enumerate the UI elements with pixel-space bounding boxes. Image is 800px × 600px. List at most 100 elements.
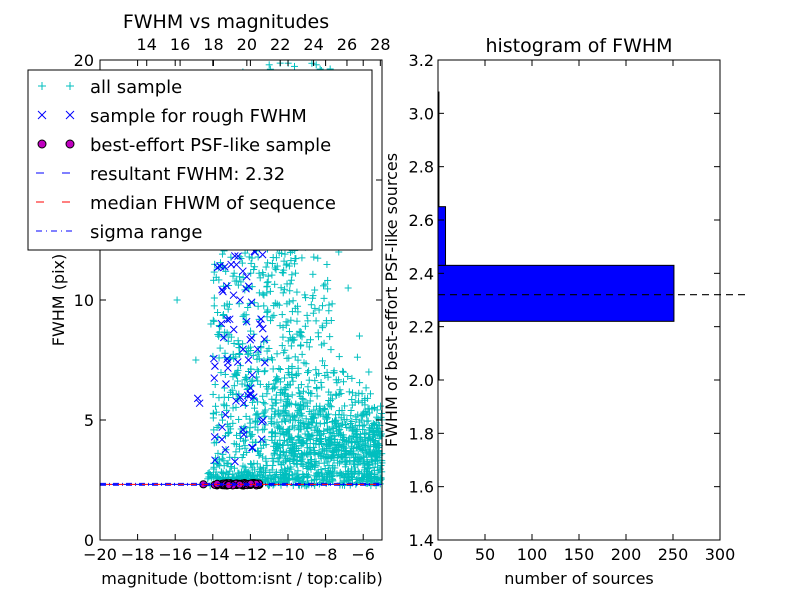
hist-y-tick-label: 2.2: [409, 318, 434, 337]
histogram-y-label: FWHM of best-effort PSF-like sources: [382, 153, 401, 447]
all-sample-point: [318, 469, 326, 477]
rough-sample-point: [257, 315, 265, 323]
all-sample-point: [294, 408, 302, 416]
all-sample-point: [259, 398, 267, 406]
all-sample-point: [229, 404, 237, 412]
all-sample-point: [204, 470, 212, 478]
all-sample-point: [280, 390, 288, 398]
x-tick-label: −16: [158, 545, 192, 564]
all-sample-point: [255, 451, 263, 459]
all-sample-point: [315, 432, 323, 440]
all-sample-point: [374, 441, 382, 449]
all-sample-point: [297, 341, 305, 349]
all-sample-point: [263, 347, 271, 355]
all-sample-point: [353, 455, 361, 463]
all-sample-point: [348, 374, 356, 382]
all-sample-point: [292, 475, 300, 483]
all-sample-point: [293, 288, 301, 296]
all-sample-point: [220, 402, 228, 410]
all-sample-point: [304, 317, 312, 325]
all-sample-point: [314, 426, 322, 434]
all-sample-point: [333, 470, 341, 478]
all-sample-point: [316, 402, 324, 410]
rough-sample-point: [242, 317, 251, 326]
all-sample-point: [280, 436, 288, 444]
all-sample-point: [239, 340, 247, 348]
all-sample-point: [325, 397, 333, 405]
all-sample-point: [292, 269, 300, 277]
all-sample-point: [291, 353, 299, 361]
all-sample-point: [236, 435, 244, 443]
all-sample-point: [286, 287, 294, 295]
rough-sample-point: [218, 423, 227, 432]
all-sample-point: [268, 271, 276, 279]
all-sample-point: [281, 457, 289, 465]
legend-frame: [27, 69, 373, 251]
all-sample-point: [336, 440, 344, 448]
all-sample-point: [302, 360, 310, 368]
all-sample-point: [280, 266, 288, 274]
hist-y-tick-label: 3.0: [409, 104, 434, 123]
histogram-x-label: number of sources: [504, 569, 654, 588]
rough-sample-point: [229, 325, 238, 334]
rough-sample-point: [244, 356, 253, 364]
all-sample-point: [224, 305, 232, 313]
all-sample-point: [285, 298, 293, 306]
all-sample-point: [339, 378, 347, 386]
legend-label-resultant: resultant FWHM: 2.32: [90, 164, 285, 185]
all-sample-point: [371, 430, 379, 438]
all-sample-point: [247, 327, 255, 335]
all-sample-point: [289, 297, 297, 305]
all-sample-point: [275, 301, 283, 309]
all-sample-point: [362, 384, 370, 392]
x-tick-label: −20: [83, 545, 117, 564]
all-sample-point: [271, 264, 279, 272]
rough-sample-point: [261, 358, 269, 367]
all-sample-point: [355, 332, 363, 340]
all-sample-point: [276, 424, 284, 432]
all-sample-point: [282, 448, 290, 456]
all-sample-point: [345, 450, 353, 458]
x-tick-label: −10: [271, 545, 305, 564]
all-sample-point: [328, 475, 336, 483]
all-sample-point: [291, 254, 299, 262]
all-sample-point: [306, 463, 314, 471]
all-sample-point: [320, 282, 328, 290]
all-sample-point: [250, 459, 258, 467]
top-x-tick-label: 24: [303, 35, 323, 54]
all-sample-point: [338, 420, 346, 428]
all-sample-point: [239, 462, 247, 470]
rough-sample-point: [225, 315, 234, 324]
legend-label-all-sample: all sample: [90, 77, 182, 98]
all-sample-point: [268, 356, 276, 364]
all-sample-point: [295, 389, 303, 397]
rough-sample-point: [210, 432, 219, 441]
all-sample-point: [340, 411, 348, 419]
all-sample-point: [277, 451, 285, 459]
all-sample-point: [324, 285, 332, 293]
all-sample-point: [306, 435, 314, 443]
all-sample-point: [316, 420, 324, 428]
all-sample-point: [208, 472, 216, 480]
x-tick-label: −18: [121, 545, 155, 564]
all-sample-point: [263, 308, 271, 316]
all-sample-point: [209, 390, 217, 398]
all-sample-point: [228, 386, 236, 394]
all-sample-point: [285, 399, 293, 407]
histogram-panel: 0 50 100 150 200 250 300 1.4 1.6 1.8 2.0 2.2 2.4 2.6…: [382, 35, 750, 588]
all-sample-point: [256, 450, 264, 458]
all-sample-point: [285, 371, 293, 379]
all-sample-point: [302, 450, 310, 458]
all-sample-point: [210, 439, 218, 447]
all-sample-point: [356, 379, 364, 387]
all-sample-point: [313, 385, 321, 393]
all-sample-point: [210, 268, 218, 276]
all-sample-point: [224, 337, 232, 345]
all-sample-point: [305, 343, 313, 351]
all-sample-point: [268, 474, 276, 482]
all-sample-point: [323, 368, 331, 376]
all-sample-point: [344, 284, 352, 292]
hist-y-tick-label: 2.0: [409, 371, 434, 390]
rough-sample-point: [246, 390, 255, 399]
all-sample-point: [328, 300, 336, 308]
